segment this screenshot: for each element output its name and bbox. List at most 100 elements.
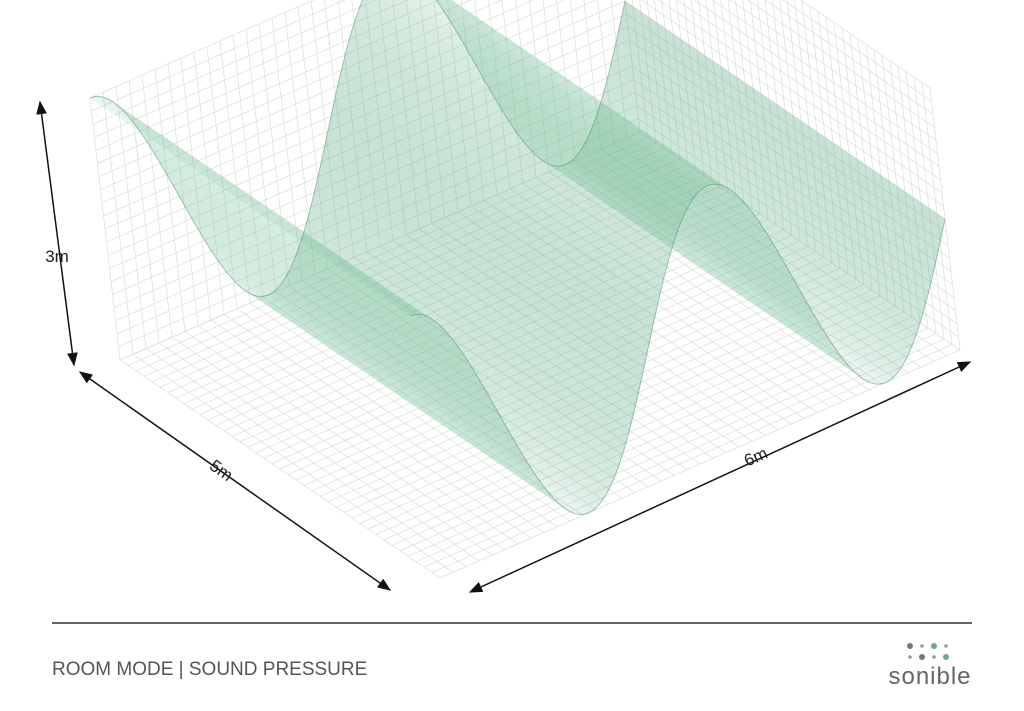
width-label: 6m xyxy=(741,443,770,470)
surface-strip xyxy=(506,117,832,344)
surface-strip xyxy=(357,3,682,231)
surface-strip xyxy=(161,165,488,393)
surface-strip xyxy=(178,194,505,424)
surface-strip xyxy=(561,164,887,384)
surface-strip xyxy=(466,48,793,277)
grid-line xyxy=(624,0,946,220)
surface-strip xyxy=(113,102,439,324)
grid-line xyxy=(106,13,627,243)
surface-strip xyxy=(323,137,647,370)
grid-line xyxy=(101,0,566,204)
surface-strip xyxy=(341,56,665,288)
surface-strip xyxy=(444,0,748,207)
grid-line xyxy=(183,175,705,404)
surface-strip xyxy=(439,0,754,214)
surface-strip xyxy=(90,96,415,316)
surface-strip xyxy=(489,89,816,317)
grid-line xyxy=(587,154,909,374)
surface-strip xyxy=(155,155,482,384)
surface-strip xyxy=(500,108,827,336)
surface-strip xyxy=(593,114,918,342)
surface-strip xyxy=(450,0,728,188)
grid-line xyxy=(635,92,956,311)
surface-strip xyxy=(144,138,471,365)
surface-strip xyxy=(437,0,714,186)
surface-edge xyxy=(89,0,626,297)
surface-strip xyxy=(622,1,945,233)
grid-line xyxy=(118,118,639,348)
depth-label: 5m xyxy=(206,456,236,485)
surface-strip xyxy=(344,44,668,275)
surface-strip xyxy=(557,165,882,385)
surface-strip xyxy=(538,157,864,380)
surface-strip xyxy=(411,0,701,195)
grid-line xyxy=(135,142,657,372)
width-arrow xyxy=(468,361,972,593)
surface-strip xyxy=(329,109,653,342)
grid-line xyxy=(191,180,713,410)
surface-strip xyxy=(139,130,465,357)
surface-strip xyxy=(351,22,675,252)
surface-strip xyxy=(399,0,697,200)
grid-line xyxy=(113,79,635,308)
surface-strip xyxy=(603,80,927,311)
surface-strip xyxy=(103,97,429,318)
grid-line xyxy=(159,158,681,388)
surface-strip xyxy=(133,122,460,349)
surface-strip xyxy=(372,0,689,214)
logo-dots xyxy=(907,643,949,660)
surface-strip xyxy=(108,99,434,321)
grid-line xyxy=(548,171,870,391)
surface-strip xyxy=(172,184,499,413)
grid-line xyxy=(711,0,938,154)
grid-line xyxy=(782,0,932,102)
surface-strip xyxy=(184,205,510,434)
grid-line xyxy=(626,137,948,356)
surface-strip xyxy=(94,96,419,315)
surface-strip xyxy=(522,140,848,365)
grid-line xyxy=(613,143,935,362)
grid-line xyxy=(89,0,315,99)
grid-line xyxy=(535,177,857,396)
logo: sonible xyxy=(888,663,971,690)
surface-strip xyxy=(586,132,911,359)
surface-strip xyxy=(123,110,449,335)
surface-strip xyxy=(320,151,644,383)
grid-line xyxy=(119,131,641,361)
surface-strip xyxy=(347,33,672,263)
grid-line xyxy=(693,0,940,167)
grid-line xyxy=(151,153,673,383)
surface-strip xyxy=(552,165,878,385)
grid-line xyxy=(632,66,953,285)
grid-line xyxy=(100,0,535,191)
surface-strip xyxy=(533,152,859,376)
grid-line xyxy=(167,164,689,394)
surface-strip xyxy=(450,0,738,196)
grid-line xyxy=(97,0,472,164)
grid-line xyxy=(636,105,958,325)
grid-line xyxy=(639,131,961,351)
grid-line xyxy=(107,26,629,256)
surface-strip xyxy=(548,163,873,384)
grid-line xyxy=(800,0,931,89)
grid-line xyxy=(127,137,649,366)
grid-line xyxy=(112,66,633,295)
grid-line xyxy=(561,165,883,385)
surface-strip xyxy=(613,42,937,274)
surface-strip xyxy=(326,123,650,356)
surface-strip xyxy=(616,28,940,261)
surface-strip xyxy=(443,0,719,185)
surface-strip xyxy=(150,146,476,374)
surface-strip xyxy=(128,116,454,341)
height-arrow xyxy=(36,100,78,367)
grid-line xyxy=(92,0,378,125)
grid-line xyxy=(143,148,665,377)
surface-strip xyxy=(619,14,943,247)
surface-strip xyxy=(386,0,693,206)
grid-line xyxy=(747,0,935,128)
surface-strip xyxy=(609,55,934,287)
surface-strip xyxy=(570,157,895,380)
surface-strip xyxy=(436,0,759,222)
surface-strip xyxy=(597,103,921,333)
